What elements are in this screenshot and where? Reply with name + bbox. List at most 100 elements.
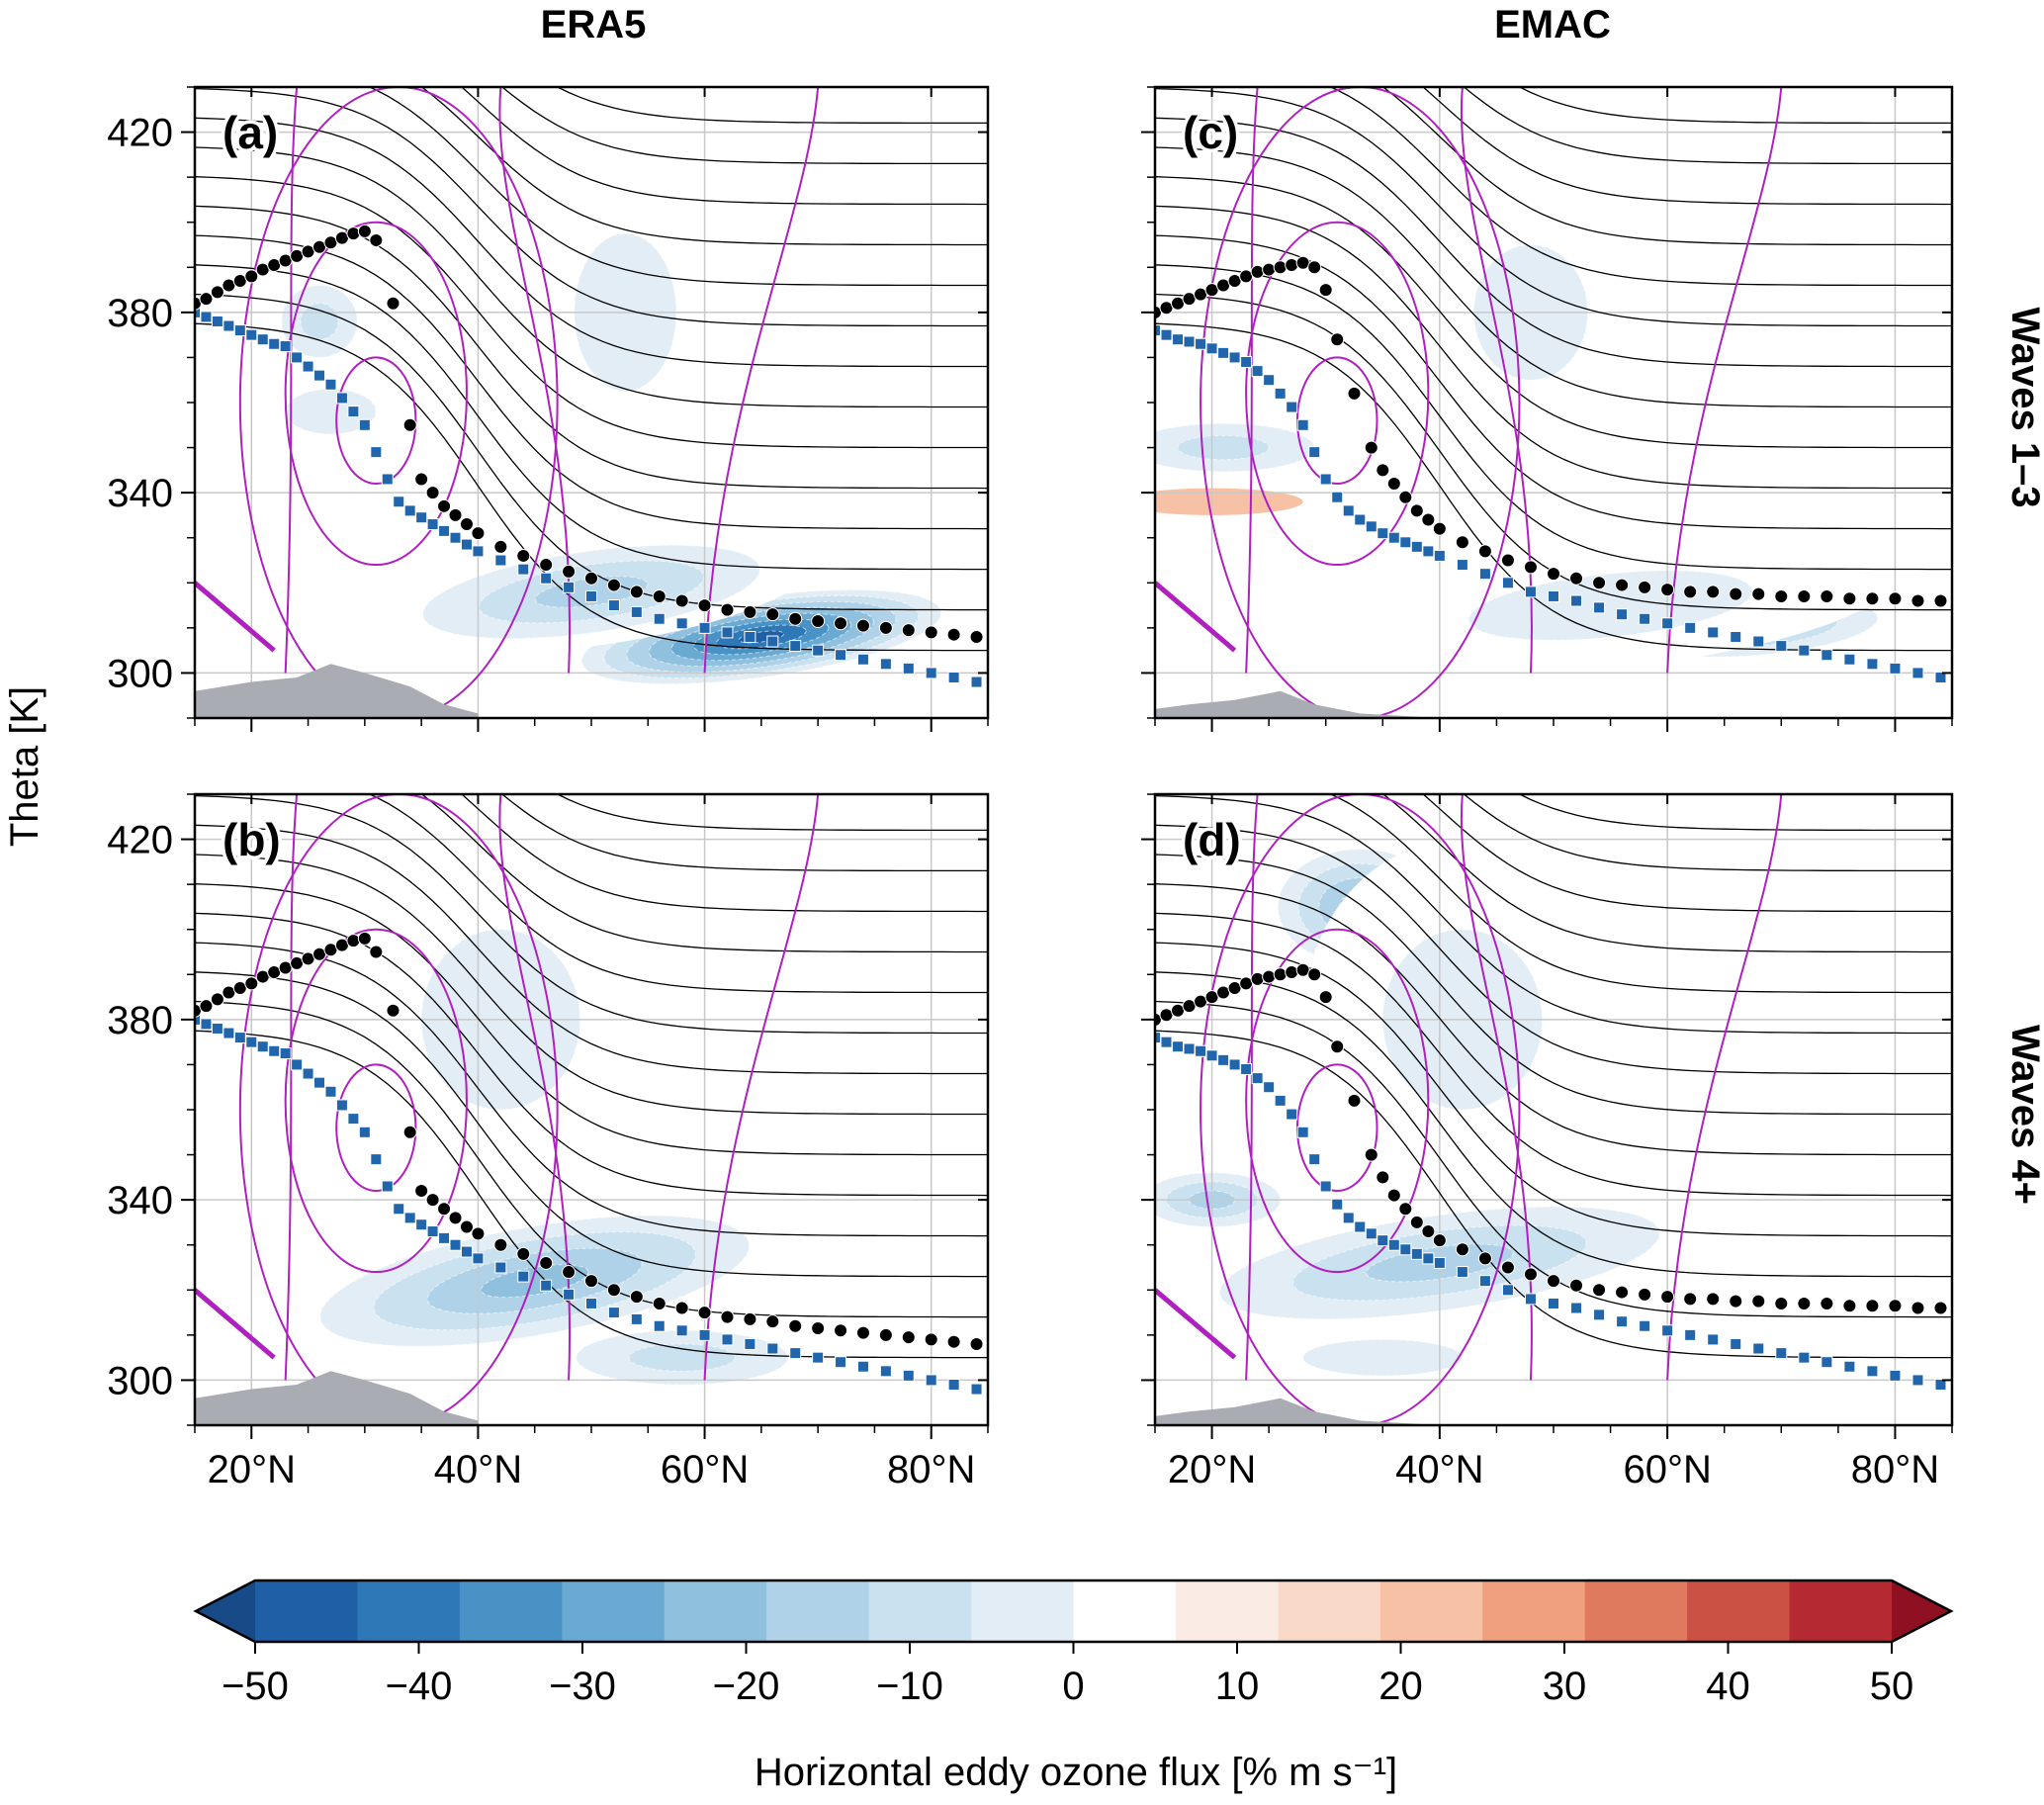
dot-marker bbox=[1797, 1296, 1812, 1310]
square-marker bbox=[675, 617, 688, 630]
dot-marker bbox=[1398, 1202, 1413, 1217]
square-marker bbox=[630, 1312, 643, 1325]
dot-marker bbox=[402, 1125, 417, 1139]
row-title-waves-4plus: Waves 4+ bbox=[2003, 1025, 2044, 1205]
square-marker bbox=[744, 1337, 756, 1350]
square-marker bbox=[1684, 1328, 1697, 1341]
isentrope bbox=[556, 794, 988, 832]
square-marker bbox=[381, 1180, 394, 1193]
dot-marker bbox=[210, 992, 224, 1007]
dot-marker bbox=[539, 558, 554, 573]
square-marker bbox=[1286, 401, 1298, 413]
colorbar-swatch bbox=[562, 1580, 666, 1642]
axes: 300 340 380 420 bbox=[107, 86, 989, 732]
square-marker bbox=[222, 1027, 235, 1039]
square-marker bbox=[1160, 1036, 1173, 1048]
dot-marker bbox=[1820, 588, 1834, 603]
flux-level bbox=[285, 388, 377, 435]
square-marker bbox=[268, 1044, 281, 1057]
square-markers bbox=[195, 306, 983, 688]
isentropes bbox=[1155, 87, 1952, 652]
square-marker bbox=[721, 1333, 734, 1346]
colorbar-swatch bbox=[1278, 1580, 1381, 1642]
square-marker bbox=[812, 1351, 825, 1364]
dot-marker bbox=[606, 1283, 621, 1298]
isentrope bbox=[1155, 117, 1952, 368]
colorbar-swatch bbox=[1073, 1580, 1177, 1642]
flux-level bbox=[1467, 570, 1753, 641]
isentrope bbox=[195, 854, 988, 1116]
colorbar-swatch bbox=[1175, 1580, 1279, 1642]
square-marker bbox=[302, 1067, 314, 1080]
square-marker bbox=[1172, 333, 1185, 346]
isentrope bbox=[1155, 322, 1952, 652]
flux-feature bbox=[1327, 535, 1894, 676]
square-marker bbox=[698, 1328, 711, 1341]
dot-marker bbox=[924, 1332, 938, 1347]
flux-level bbox=[628, 1343, 736, 1372]
dot-marker bbox=[1409, 503, 1424, 518]
square-marker bbox=[1240, 1062, 1253, 1075]
square-marker bbox=[879, 658, 892, 671]
square-marker bbox=[1263, 374, 1276, 387]
isentrope bbox=[1155, 264, 1952, 571]
y-tick-label: 300 bbox=[107, 1359, 173, 1402]
colorbar-tick-label: 20 bbox=[1378, 1665, 1423, 1708]
dot-marker bbox=[493, 1237, 508, 1252]
axes bbox=[1141, 86, 1953, 732]
x-tick-label: 80°N bbox=[887, 1448, 975, 1491]
colorbar-tick-label: −20 bbox=[713, 1665, 780, 1708]
dot-marker bbox=[1865, 591, 1880, 606]
colorbar-swatch bbox=[1379, 1580, 1483, 1642]
square-marker bbox=[517, 563, 530, 576]
square-marker bbox=[426, 518, 439, 531]
jet-contour bbox=[238, 794, 559, 1425]
dot-marker bbox=[1842, 1299, 1857, 1313]
dot-marker bbox=[743, 604, 757, 619]
square-marker bbox=[438, 524, 451, 537]
dot-marker bbox=[1307, 967, 1322, 982]
jet-contour bbox=[703, 87, 820, 674]
square-marker bbox=[472, 545, 485, 558]
square-marker bbox=[902, 662, 915, 675]
jet-contour-thick bbox=[1155, 581, 1237, 653]
dot-marker bbox=[199, 292, 214, 307]
dot-marker bbox=[1347, 386, 1362, 401]
isentrope bbox=[1155, 824, 1952, 1075]
square-marker bbox=[585, 1297, 597, 1309]
square-marker bbox=[947, 1378, 960, 1391]
square-marker bbox=[1501, 1284, 1514, 1297]
y-tick-label: 300 bbox=[107, 652, 173, 695]
dot-marker bbox=[1547, 567, 1560, 582]
colorbar-extend-low bbox=[196, 1580, 255, 1642]
square-marker bbox=[211, 315, 223, 327]
square-marker bbox=[449, 1238, 462, 1251]
square-marker bbox=[1354, 1220, 1367, 1233]
dot-marker bbox=[1888, 591, 1903, 606]
square-marker bbox=[1308, 446, 1321, 459]
grid bbox=[1155, 794, 1952, 1425]
dot-marker bbox=[1376, 1170, 1390, 1185]
square-marker bbox=[1843, 653, 1856, 666]
y-tick-label: 380 bbox=[107, 999, 173, 1042]
dot-marker bbox=[855, 1325, 870, 1340]
dot-marker bbox=[346, 226, 361, 241]
colorbar-swatches bbox=[193, 1579, 1954, 1644]
square-marker bbox=[766, 635, 779, 648]
square-marker bbox=[211, 1022, 223, 1035]
square-marker bbox=[970, 676, 983, 688]
square-marker bbox=[1217, 346, 1230, 359]
dot-marker bbox=[414, 1184, 429, 1199]
dot-marker bbox=[1262, 262, 1277, 277]
dot-marker bbox=[855, 618, 870, 633]
panel-label: (d) bbox=[1183, 814, 1241, 865]
dot-marker bbox=[1262, 969, 1277, 984]
dot-marker bbox=[448, 507, 463, 522]
isentrope bbox=[1155, 883, 1952, 1156]
jet-contour bbox=[284, 928, 468, 1274]
dot-marker bbox=[1318, 990, 1333, 1005]
square-marker bbox=[1548, 589, 1559, 602]
dot-marker bbox=[629, 585, 644, 599]
dot-marker bbox=[346, 934, 361, 948]
